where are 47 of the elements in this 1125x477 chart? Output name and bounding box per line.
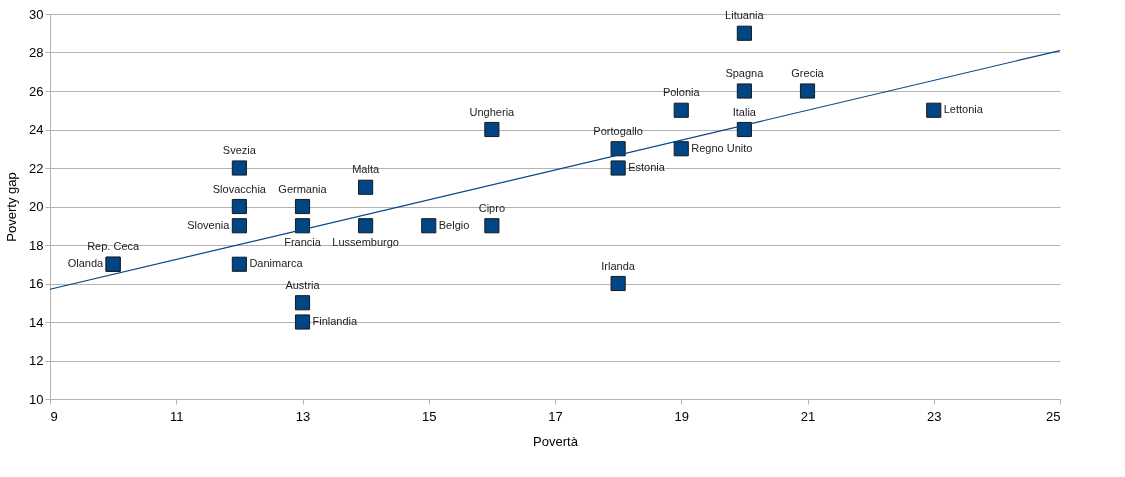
y-tick-label: 14 xyxy=(29,314,44,330)
x-axis-title: Povertà xyxy=(533,433,579,449)
annotation: Italia xyxy=(732,105,757,118)
annotation: Polonia xyxy=(662,86,701,99)
annotation: Estonia xyxy=(628,161,666,173)
y-tick-label: 28 xyxy=(29,45,44,60)
annotation: Lettonia xyxy=(943,103,984,116)
x-tick-label: 25 xyxy=(1046,408,1061,424)
annotation: Austria xyxy=(285,278,321,291)
annotation: Irlanda xyxy=(601,259,636,272)
y-axis-title: Poverty gap xyxy=(4,172,20,242)
x-tick-label: 13 xyxy=(295,408,311,424)
y-tick-label: 22 xyxy=(29,160,44,176)
annotation: Olanda xyxy=(67,257,104,270)
x-tick-label: 23 xyxy=(927,408,942,424)
x-tick-label: 21 xyxy=(800,408,816,424)
annotation: Portogallo xyxy=(593,124,643,137)
y-tick-label: 30 xyxy=(29,6,44,22)
annotation: Ungheria xyxy=(469,105,516,118)
annotation: Francia xyxy=(284,235,322,248)
y-tick-label: 26 xyxy=(29,83,44,99)
x-tick-label: 11 xyxy=(170,408,184,424)
annotation: Lussemburgo xyxy=(332,235,399,248)
x-tick-label: 9 xyxy=(50,408,58,424)
annotation: Slovacchia xyxy=(212,182,267,195)
annotation: Svezia xyxy=(222,144,257,156)
annotation: Grecia xyxy=(791,67,825,79)
annotation: Malta xyxy=(352,163,380,176)
x-tick-label: 15 xyxy=(422,408,437,424)
y-tick-label: 10 xyxy=(29,391,44,407)
annotation: Germania xyxy=(278,182,328,195)
annotation: Slovenia xyxy=(187,218,231,231)
annotation: Cipro xyxy=(478,201,506,214)
y-tick-label: 20 xyxy=(29,199,44,214)
y-tick-label: 18 xyxy=(29,237,44,253)
annotation: Regno Unito xyxy=(691,141,753,154)
annotation: Rep. Ceca xyxy=(87,240,140,253)
y-tick-label: 24 xyxy=(29,122,44,137)
x-tick-label: 17 xyxy=(548,408,563,424)
annotation: Spagna xyxy=(725,67,765,79)
x-tick-label: 19 xyxy=(674,408,689,424)
annotation: Danimarca xyxy=(249,257,304,270)
annotation: Finlandia xyxy=(312,315,359,327)
annotation: Lituania xyxy=(725,9,765,22)
annotation: Belgio xyxy=(438,218,470,231)
y-tick-label: 12 xyxy=(29,353,44,368)
y-tick-label: 16 xyxy=(29,276,44,291)
